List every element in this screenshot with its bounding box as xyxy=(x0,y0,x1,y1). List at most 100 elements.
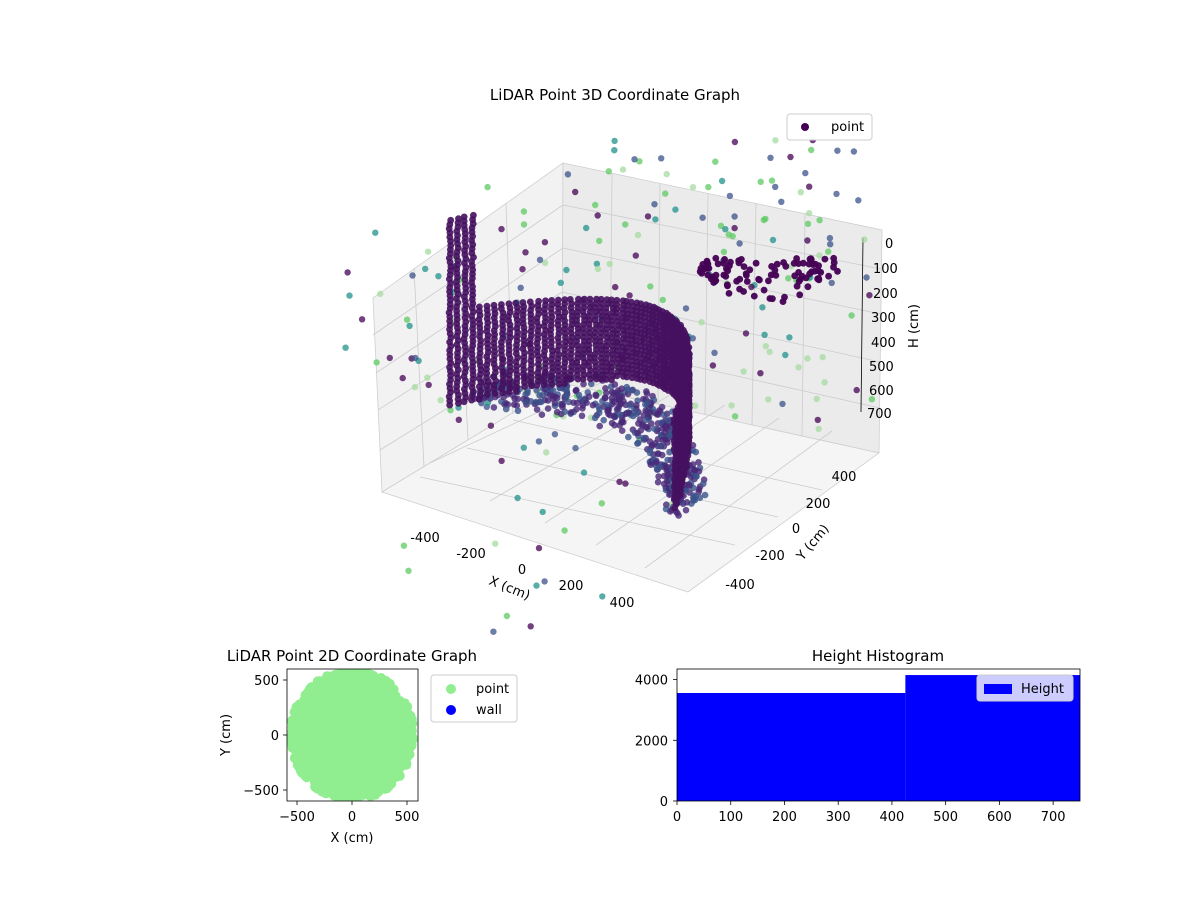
scatter-3d-point xyxy=(666,491,673,499)
scatter-3d-point xyxy=(765,396,772,403)
scatter-3d-point xyxy=(759,304,766,311)
scatter-2d-point xyxy=(342,723,353,734)
scatter-3d-point xyxy=(785,275,792,282)
scatter-3d-point xyxy=(412,354,419,362)
x-tick-label: 500 xyxy=(395,810,420,825)
x-tick-label: 0 xyxy=(348,810,356,825)
scatter-2d-point xyxy=(373,765,384,776)
scatter-3d-point xyxy=(773,260,781,268)
scatter-3d-point xyxy=(762,343,769,350)
scatter-3d-point xyxy=(403,316,411,323)
scatter-3d-point xyxy=(720,271,728,279)
scatter-3d-point xyxy=(409,272,416,279)
scatter-3d-point xyxy=(510,401,518,408)
scatter-3d-point xyxy=(816,217,823,224)
scatter-3d-point xyxy=(725,290,733,297)
scatter-3d-point xyxy=(660,411,668,419)
legend-3d-box xyxy=(786,113,873,141)
scatter-3d-point xyxy=(833,190,840,198)
scatter-3d-point xyxy=(768,177,776,184)
scatter-3d-point xyxy=(757,370,764,377)
scatter-3d-point xyxy=(672,206,679,213)
scatter-3d-point xyxy=(742,330,750,337)
scatter-3d-point xyxy=(806,183,813,190)
scatter-3d-point xyxy=(562,393,570,401)
scatter-3d-point xyxy=(601,394,609,401)
scatter-3d-point xyxy=(435,273,442,280)
scatter-2d-point xyxy=(340,732,351,743)
scatter-3d-point xyxy=(594,265,602,273)
scatter-3d-point xyxy=(731,224,738,232)
scatter-3d-point xyxy=(424,374,431,381)
scatter-3d-point xyxy=(675,512,682,519)
scatter-3d-point xyxy=(612,283,619,291)
scatter-3d-point xyxy=(540,381,548,389)
scatter-3d-point xyxy=(377,290,384,298)
scatter-3d-point xyxy=(619,166,627,173)
scatter-3d-point xyxy=(663,170,670,178)
scatter-3d-point xyxy=(603,401,611,409)
scatter-3d-point xyxy=(585,393,593,401)
scatter-3d-point xyxy=(731,413,739,420)
scatter-3d-point xyxy=(634,231,642,239)
y-axis-label: Y (cm) xyxy=(219,714,234,757)
scatter-3d-point xyxy=(399,374,406,382)
scatter-2d-point xyxy=(353,694,363,705)
histogram-y-tick-label: 2000 xyxy=(635,734,668,749)
scatter-3d-point xyxy=(551,431,559,438)
scatter-3d-point xyxy=(593,260,601,267)
scatter-3d-point xyxy=(655,473,662,480)
scatter-2d-point xyxy=(291,722,301,733)
scatter-3d-point xyxy=(536,392,543,399)
scatter-3d-point xyxy=(828,279,835,287)
y-tick-label: 0 xyxy=(271,729,279,744)
scatter-3d-point xyxy=(533,582,540,589)
scatter-3d-point xyxy=(782,262,790,270)
scatter-3d-point xyxy=(825,248,832,255)
scatter-3d-point xyxy=(597,375,605,383)
z-tick-label: 300 xyxy=(871,311,896,326)
scatter-2d-point xyxy=(403,715,414,726)
scatter-3d-point xyxy=(692,493,699,500)
scatter-3d-point xyxy=(786,334,793,341)
scatter-3d-point xyxy=(647,461,655,469)
scatter-3d-point xyxy=(682,487,690,494)
scatter-3d-point xyxy=(614,387,622,394)
scatter-3d-point xyxy=(652,459,660,466)
scatter-3d-point xyxy=(644,398,652,406)
z-tick-label: 100 xyxy=(873,262,898,277)
scatter-2d-point xyxy=(389,732,400,743)
histogram-chart: Height Histogram 0 100 200 300 400 500 600 7000… xyxy=(635,647,1081,825)
scatter-3d-point xyxy=(611,421,618,429)
scatter-3d-point xyxy=(610,413,618,421)
scatter-3d-point xyxy=(587,375,594,383)
scatter-3d-point xyxy=(646,409,654,416)
x-tick-label: -200 xyxy=(456,547,486,562)
scatter-3d-point xyxy=(475,395,483,403)
scatter-3d-point xyxy=(712,277,720,284)
scatter-3d-point xyxy=(664,456,671,464)
scatter-3d-point xyxy=(468,396,475,404)
scatter-3d-point xyxy=(579,405,586,412)
scatter-3d-point xyxy=(625,433,632,441)
scatter-2d-point xyxy=(305,686,316,697)
scatter-3d-point xyxy=(634,429,641,437)
scatter-3d-point xyxy=(492,540,499,547)
scatter-3d-point xyxy=(618,393,626,401)
scatter-3d-point xyxy=(701,491,709,499)
scatter-3d-point xyxy=(699,214,706,221)
scatter-3d-point xyxy=(551,399,559,407)
scatter-3d-point xyxy=(718,177,726,185)
scatter-2d-point xyxy=(299,748,309,759)
scatter-3d-point xyxy=(555,380,563,388)
scatter-2d-point xyxy=(330,771,341,782)
scatter-3d-point xyxy=(596,237,603,245)
scatter-3d-point xyxy=(740,263,748,270)
scatter-3d-point xyxy=(533,399,540,407)
legend-2d-point-label: point xyxy=(476,682,509,697)
scatter-3d-point xyxy=(527,623,534,630)
scatter-3d-point xyxy=(853,386,860,394)
scatter-2d-point xyxy=(370,683,381,694)
scatter-2d-point xyxy=(365,753,376,764)
